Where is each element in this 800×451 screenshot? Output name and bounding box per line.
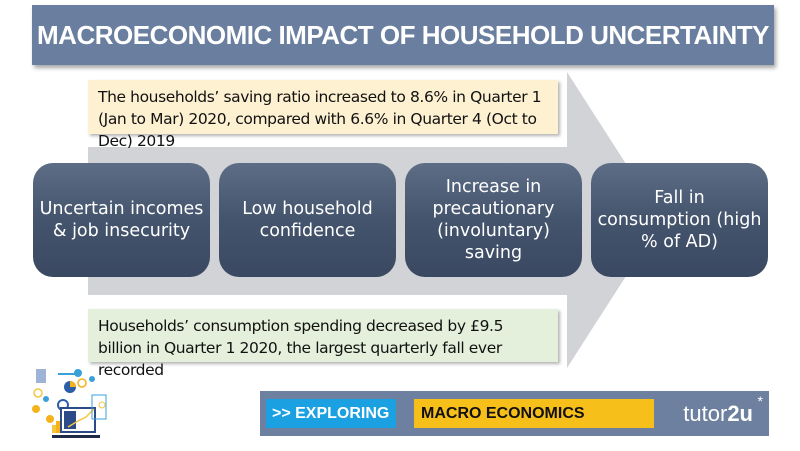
- brand-bold: 2u: [727, 400, 753, 426]
- page-title: MACROECONOMIC IMPACT OF HOUSEHOLD UNCERT…: [37, 19, 769, 50]
- topic-label: MACRO ECONOMICS: [414, 399, 654, 428]
- digital-economy-illustration-icon: [32, 369, 107, 438]
- flow-step-low-confidence: Low household confidence: [219, 163, 396, 277]
- brand-star-icon: *: [757, 392, 763, 409]
- consumption-spending-note: Households’ consumption spending decreas…: [88, 309, 558, 379]
- tutor2u-logo: tutor2u *: [683, 393, 763, 427]
- saving-ratio-note: The households’ saving ratio increased t…: [88, 80, 558, 150]
- title-banner: MACROECONOMIC IMPACT OF HOUSEHOLD UNCERT…: [32, 5, 774, 65]
- flow-step-uncertain-incomes: Uncertain incomes & job insecurity: [33, 163, 210, 277]
- exploring-label: >> EXPLORING: [266, 399, 396, 428]
- footer-banner: >> EXPLORING MACRO ECONOMICS tutor2u *: [260, 391, 769, 436]
- flow-step-fall-in-consumption: Fall in consumption (high % of AD): [591, 163, 768, 277]
- flow-step-precautionary-saving: Increase in precautionary (involuntary) …: [405, 163, 582, 277]
- brand-prefix: tutor: [683, 400, 728, 426]
